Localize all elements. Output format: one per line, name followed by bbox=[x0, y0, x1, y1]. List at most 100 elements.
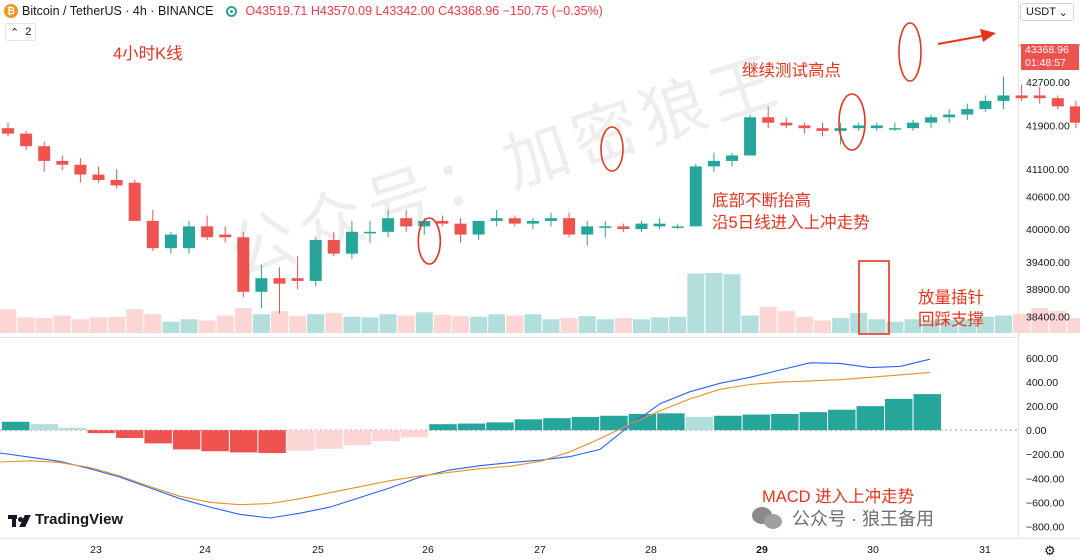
candle-body bbox=[345, 231, 358, 254]
candle-body bbox=[110, 180, 123, 186]
volume-bar bbox=[596, 319, 614, 333]
volume-bar bbox=[198, 320, 216, 333]
macd-line bbox=[0, 358, 931, 519]
annotation-volume-1: 放量插针 bbox=[918, 289, 984, 307]
annotation-arrow-shaft bbox=[937, 35, 983, 45]
volume-bar bbox=[452, 316, 469, 333]
signal-line bbox=[0, 371, 931, 506]
candle-body bbox=[472, 220, 485, 235]
volume-bar bbox=[415, 312, 433, 333]
candle-body bbox=[1069, 106, 1080, 123]
macd-histogram-bar bbox=[913, 394, 941, 431]
symbol-label[interactable]: Bitcoin / TetherUS · 4h · BINANCE bbox=[22, 4, 214, 18]
volume-bar bbox=[777, 311, 795, 333]
macd-histogram-bar bbox=[144, 430, 172, 444]
macd-tick-label: 600.00 bbox=[1026, 353, 1058, 365]
volume-bar bbox=[361, 317, 379, 333]
candle-body bbox=[671, 226, 684, 228]
indicator-toggle-button[interactable]: ⌃ 2 bbox=[5, 23, 37, 41]
volume-bar bbox=[976, 316, 994, 333]
volume-bar bbox=[90, 317, 107, 333]
volume-bar bbox=[71, 319, 89, 333]
volume-bar bbox=[868, 319, 886, 333]
macd-histogram-bar bbox=[600, 415, 628, 431]
macd-tick-label: 0.00 bbox=[1026, 425, 1047, 437]
price-tick-label: 40000.00 bbox=[1026, 224, 1070, 236]
candle-body bbox=[237, 237, 250, 292]
candle-body bbox=[418, 220, 431, 227]
volume-bar bbox=[795, 316, 813, 333]
macd-tick-label: −200.00 bbox=[1026, 449, 1064, 461]
countdown-badge: 01:48:57 bbox=[1021, 57, 1079, 70]
volume-bar bbox=[651, 317, 669, 333]
volume-bar bbox=[614, 318, 632, 333]
macd-histogram-bar bbox=[58, 427, 87, 431]
volume-bar bbox=[470, 316, 488, 333]
candle-body bbox=[907, 122, 919, 129]
macd-histogram-bar bbox=[856, 406, 885, 431]
ohlc-change: −150.75 (−0.35%) bbox=[502, 4, 603, 18]
time-tick-label: 29 bbox=[756, 544, 768, 556]
candle-body bbox=[128, 182, 141, 221]
volume-bar bbox=[433, 314, 451, 333]
macd-histogram-bar bbox=[229, 430, 258, 453]
annotation-test-high: 继续测试高点 bbox=[742, 62, 841, 80]
macd-histogram-bar bbox=[315, 430, 343, 449]
candle-body bbox=[436, 220, 449, 224]
candle-body bbox=[20, 133, 33, 147]
macd-histogram-bar bbox=[258, 430, 286, 454]
candle-body bbox=[219, 234, 232, 238]
macd-histogram-bar bbox=[799, 412, 828, 431]
volume-bar bbox=[669, 316, 687, 333]
macd-histogram-bar bbox=[571, 416, 600, 431]
macd-histogram-bar bbox=[543, 418, 571, 431]
volume-bar bbox=[144, 314, 162, 333]
price-tick-label: 38900.00 bbox=[1026, 284, 1070, 296]
time-tick-label: 30 bbox=[867, 544, 879, 556]
candle-body bbox=[1033, 95, 1046, 99]
candle-body bbox=[689, 166, 702, 227]
candle-body bbox=[74, 164, 87, 175]
macd-histogram-bar bbox=[657, 413, 685, 431]
settings-gear-icon[interactable]: ⚙ bbox=[1044, 543, 1056, 558]
volume-bar bbox=[180, 319, 198, 333]
volume-bar bbox=[578, 316, 596, 333]
volume-bar bbox=[1067, 318, 1080, 333]
tradingview-logo: TradingView bbox=[8, 511, 123, 528]
candle-body bbox=[545, 218, 557, 221]
time-tick-label: 27 bbox=[534, 544, 546, 556]
price-tick-label: 41100.00 bbox=[1026, 164, 1069, 176]
currency-label: USDT bbox=[1026, 6, 1056, 18]
volume-bar bbox=[397, 315, 415, 333]
currency-select[interactable]: USDT ⌄ bbox=[1020, 3, 1074, 21]
macd-histogram-bar bbox=[828, 409, 856, 431]
candle-body bbox=[255, 278, 268, 292]
time-tick-label: 23 bbox=[90, 544, 102, 556]
annotation-arrow-head bbox=[980, 29, 996, 42]
volume-bar bbox=[886, 321, 904, 333]
candle-body bbox=[400, 218, 413, 227]
volume-bar bbox=[904, 319, 922, 333]
macd-histogram-bar bbox=[87, 430, 115, 434]
macd-histogram-bar bbox=[714, 415, 742, 431]
candle-body bbox=[744, 117, 757, 156]
candle-body bbox=[925, 117, 938, 123]
candle-body bbox=[1051, 98, 1064, 107]
price-tick-label: 40600.00 bbox=[1026, 191, 1070, 203]
macd-histogram-bar bbox=[30, 424, 58, 431]
volume-bar bbox=[814, 320, 831, 333]
volume-bar bbox=[633, 319, 650, 333]
candle-body bbox=[961, 109, 974, 115]
time-tick-label: 31 bbox=[979, 544, 991, 556]
volume-bar bbox=[0, 309, 17, 333]
annotation-bottom-rising-2: 沿5日线进入上冲走势 bbox=[712, 214, 870, 232]
macd-histogram-bar bbox=[685, 416, 714, 431]
macd-tick-label: −400.00 bbox=[1026, 473, 1064, 485]
candle-body bbox=[979, 100, 992, 110]
candle-body bbox=[309, 240, 322, 281]
candle-body bbox=[852, 125, 865, 129]
macd-histogram-bar bbox=[372, 430, 400, 441]
volume-bar bbox=[759, 306, 777, 333]
volume-bar bbox=[252, 314, 270, 333]
